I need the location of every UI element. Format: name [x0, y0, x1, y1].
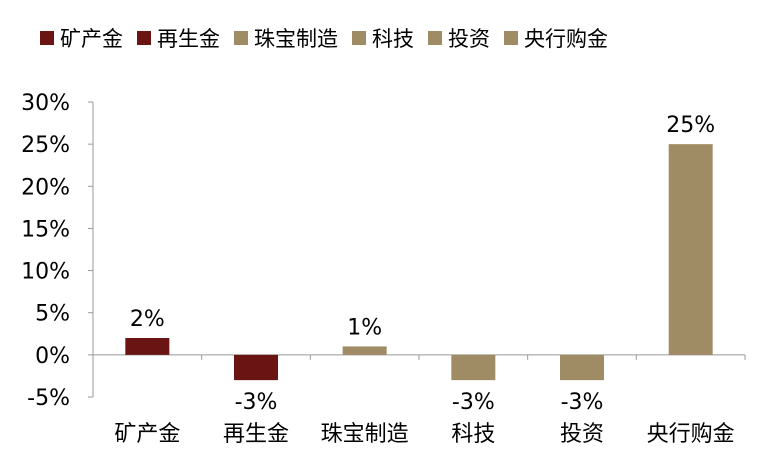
- legend-swatch: [40, 31, 54, 45]
- data-label: 1%: [347, 315, 382, 340]
- legend-swatch: [137, 31, 151, 45]
- bar: [342, 346, 387, 355]
- legend-label: 央行购金: [524, 27, 608, 51]
- x-tick-label: 科技: [451, 422, 495, 447]
- bar: [125, 338, 170, 355]
- y-tick-label: 5%: [35, 302, 70, 327]
- y-tick-label: 20%: [21, 175, 70, 200]
- legend-label: 矿产金: [60, 27, 123, 51]
- legend-swatch: [504, 31, 518, 45]
- x-tick-label: 矿产金: [114, 422, 180, 447]
- y-tick-label: 30%: [21, 91, 70, 116]
- bar: [560, 354, 604, 381]
- legend-swatch: [234, 31, 248, 45]
- legend-item: 矿产金: [40, 23, 123, 53]
- legend-label: 再生金: [157, 27, 220, 51]
- legend-item: 科技: [352, 23, 414, 53]
- y-tick-label: 25%: [21, 133, 70, 158]
- chart-legend: 矿产金 再生金 珠宝制造 科技 投资 央行购金: [40, 18, 608, 58]
- y-tick-label: 0%: [35, 344, 70, 369]
- data-label: -3%: [235, 390, 278, 415]
- legend-swatch: [428, 31, 442, 45]
- legend-label: 科技: [372, 27, 414, 51]
- legend-item: 再生金: [137, 23, 220, 53]
- data-label: -3%: [561, 390, 604, 415]
- y-tick-label: -5%: [27, 386, 70, 411]
- x-tick-label: 再生金: [223, 422, 289, 447]
- data-label: 2%: [130, 307, 165, 332]
- data-label: 25%: [666, 113, 715, 138]
- x-tick-label: 珠宝制造: [321, 422, 409, 447]
- bar: [668, 144, 713, 355]
- data-label: -3%: [452, 390, 495, 415]
- legend-item: 央行购金: [504, 23, 608, 53]
- legend-label: 珠宝制造: [254, 27, 338, 51]
- y-tick-label: 15%: [21, 217, 70, 242]
- x-tick-label: 央行购金: [647, 422, 735, 447]
- legend-label: 投资: [448, 27, 490, 51]
- y-tick-label: 10%: [21, 260, 70, 285]
- legend-item: 珠宝制造: [234, 23, 338, 53]
- legend-swatch: [352, 31, 366, 45]
- legend-item: 投资: [428, 23, 490, 53]
- bar: [234, 354, 278, 381]
- x-tick-label: 投资: [560, 422, 604, 447]
- bar: [451, 354, 496, 381]
